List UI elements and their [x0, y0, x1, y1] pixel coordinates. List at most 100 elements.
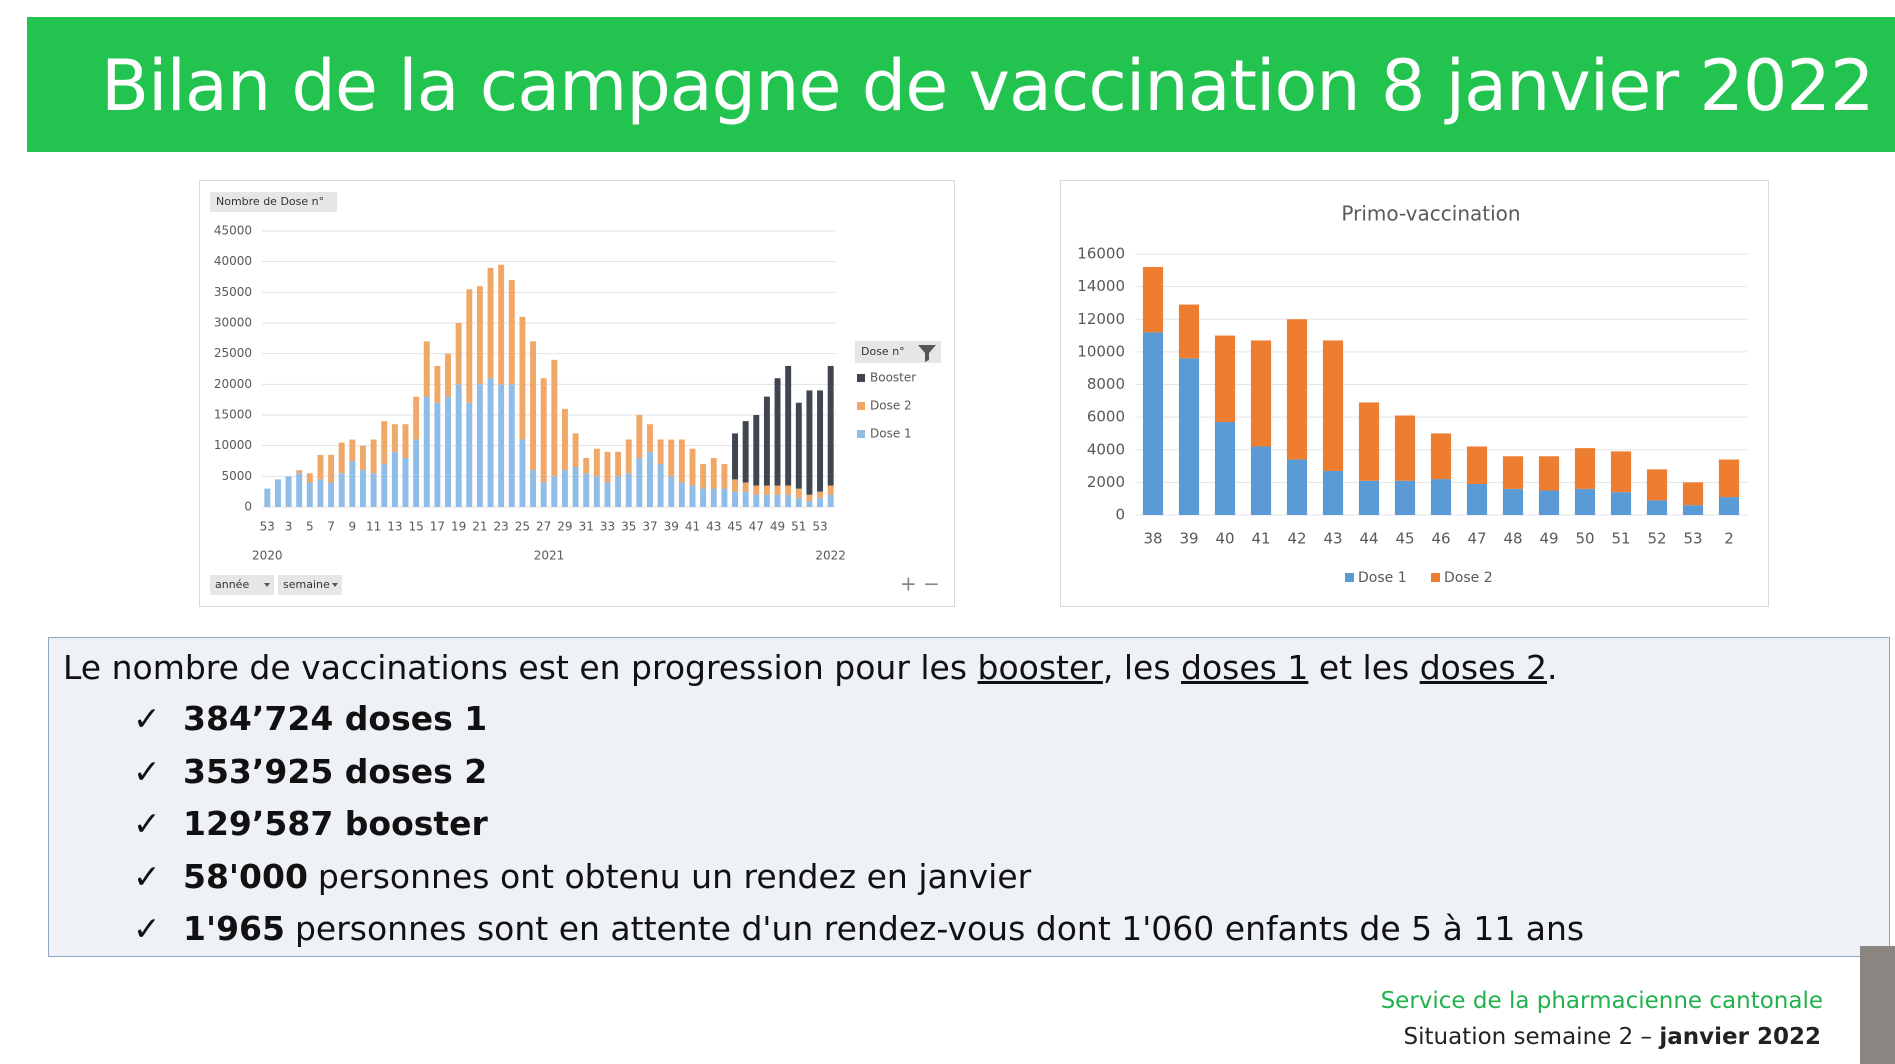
bar-segment: [806, 500, 813, 507]
bar-segment: [583, 473, 590, 507]
x-group-label: 2022: [815, 549, 846, 563]
bar-segment: [785, 485, 792, 495]
bar-segment: [1574, 448, 1596, 489]
bullet-bold: 384’724 doses 1: [183, 699, 488, 738]
y-tick-label: 6000: [1087, 408, 1125, 426]
legend-button-label: Dose n°: [861, 345, 905, 358]
bar-segment: [487, 378, 494, 507]
bar-segment: [1610, 451, 1632, 493]
footer-date: janvier 2022: [1659, 1024, 1821, 1050]
intro-segment: , les: [1102, 648, 1182, 687]
bar-segment: [434, 402, 441, 507]
bar-segment: [785, 494, 792, 507]
bar-segment: [391, 451, 398, 507]
x-tick-label: 43: [706, 520, 721, 534]
bar-segment: [370, 473, 377, 507]
bar-segment: [785, 365, 792, 486]
bar-segment: [551, 359, 558, 477]
bar-segment: [476, 384, 483, 507]
x-tick-label: 47: [1467, 530, 1486, 548]
x-group-label: 2020: [252, 549, 283, 563]
x-tick-label: 41: [1251, 530, 1270, 548]
bullet-text: personnes ont obtenu un rendez en janvie…: [317, 856, 1032, 896]
intro-segment: doses 2: [1419, 648, 1548, 687]
bar-segment: [423, 396, 430, 507]
bar-segment: [402, 457, 409, 507]
footer-week: Situation semaine 2 –: [1403, 1024, 1653, 1050]
bar-segment: [1142, 332, 1164, 515]
bar-segment: [349, 439, 356, 461]
bar-segment: [795, 497, 802, 507]
y-tick-label: 0: [1115, 506, 1125, 524]
check-icon: ✓: [133, 804, 161, 843]
axis-button: [210, 575, 274, 595]
bar-segment: [306, 473, 313, 483]
x-tick-label: 5: [306, 520, 314, 534]
y-tick-label: 25000: [214, 346, 252, 360]
bar-segment: [1214, 422, 1236, 515]
x-tick-label: 51: [1611, 530, 1630, 548]
bar-segment: [774, 485, 781, 495]
bar-segment: [1358, 480, 1380, 515]
bullet-bold: 58'000: [183, 856, 308, 896]
bullet-bold: 129’587 booster: [183, 804, 488, 843]
bar-segment: [508, 384, 515, 507]
x-tick-label: 53: [260, 520, 275, 534]
x-tick-label: 53: [1683, 530, 1702, 548]
bar-segment: [296, 473, 303, 507]
x-tick-label: 48: [1503, 530, 1522, 548]
bar-segment: [264, 488, 271, 507]
bar-segment: [732, 491, 738, 507]
bar-segment: [530, 341, 537, 471]
bar-segment: [710, 488, 717, 507]
bullet-bold: 353’925 doses 2: [183, 751, 488, 791]
x-tick-label: 3: [285, 520, 293, 534]
bar-segment: [753, 415, 760, 486]
title-banner: Bilan de la campagne de vaccination 8 ja…: [27, 17, 1895, 152]
bar-segment: [689, 485, 696, 507]
axis-button-label: semaine: [283, 578, 330, 591]
bar-segment: [328, 482, 335, 507]
bar-segment: [530, 470, 537, 507]
bar-segment: [678, 482, 685, 507]
x-tick-label: 2: [1724, 530, 1734, 548]
y-tick-label: 4000: [1087, 440, 1125, 458]
bar-segment: [1538, 490, 1560, 515]
bar-segment: [561, 408, 568, 471]
bar-segment: [540, 482, 547, 507]
bar-segment: [604, 451, 611, 483]
axis-button-label: année: [215, 578, 249, 591]
y-tick-label: 16000: [1077, 245, 1125, 263]
bar-segment: [710, 457, 717, 489]
bullet-bold: 1'965: [183, 909, 285, 948]
intro-segment: .: [1547, 648, 1558, 687]
x-tick-label: 19: [451, 520, 466, 534]
legend-swatch: [857, 402, 865, 410]
bar-segment: [519, 439, 526, 507]
bar-segment: [1718, 459, 1740, 498]
summary-box: Le nombre de vaccinations est en progres…: [48, 637, 1890, 957]
bar-segment: [806, 390, 813, 495]
bar-segment: [296, 470, 303, 474]
legend-label: Dose 1: [1358, 570, 1407, 586]
bar-segment: [519, 316, 526, 440]
bar-segment: [636, 457, 643, 507]
x-tick-label: 7: [327, 520, 335, 534]
check-icon: ✓: [133, 909, 161, 948]
bar-segment: [774, 378, 781, 486]
bar-segment: [753, 485, 760, 495]
bar-segment: [1394, 415, 1416, 481]
bar-segment: [700, 488, 707, 507]
x-tick-label: 45: [1395, 530, 1414, 548]
field-button-label: Nombre de Dose n°: [216, 195, 324, 208]
bar-segment: [360, 445, 366, 471]
bar-segment: [274, 479, 281, 507]
x-tick-label: 21: [472, 520, 487, 534]
bar-segment: [1466, 446, 1488, 485]
bar-segment: [1646, 469, 1668, 501]
chart: 0 5000 10000 15000 20000 25000 30000 35000 40000…: [210, 192, 941, 596]
legend-label: Dose 2: [870, 399, 912, 413]
legend-label: Dose 2: [1444, 570, 1493, 586]
bullet-text: personnes sont en attente d'un rendez-vo…: [294, 909, 1585, 948]
